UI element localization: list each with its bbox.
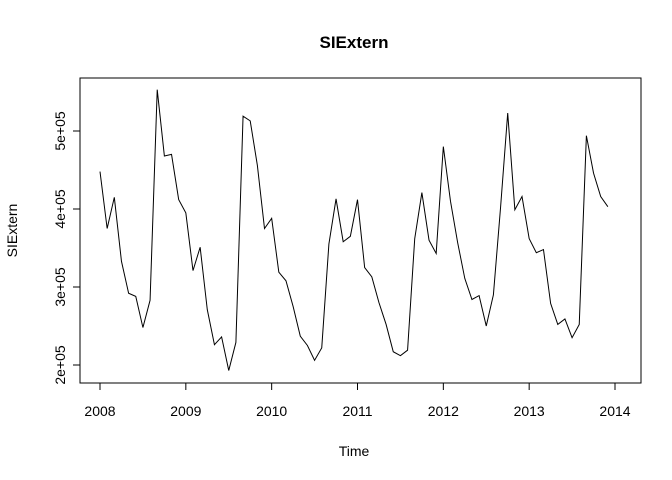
- chart-title: SIExtern: [320, 33, 389, 52]
- series-line: [99, 89, 609, 371]
- x-tick-label: 2010: [256, 403, 287, 419]
- x-axis: 2008 2009 2010 2011 2012 2013 2014: [84, 382, 631, 419]
- x-tick-label: 2014: [599, 403, 630, 419]
- y-tick-label: 2e+05: [52, 345, 68, 385]
- y-tick-label: 5e+05: [52, 111, 68, 151]
- x-tick-label: 2011: [342, 403, 372, 419]
- x-tick-label: 2012: [428, 403, 459, 419]
- y-tick-label: 3e+05: [52, 267, 68, 307]
- y-axis-label: SIExtern: [4, 204, 20, 258]
- x-axis-label: Time: [339, 443, 370, 459]
- x-tick-label: 2008: [84, 403, 115, 419]
- x-tick-label: 2009: [170, 403, 201, 419]
- y-tick-label: 4e+05: [52, 189, 68, 229]
- y-axis: 2e+05 3e+05 4e+05 5e+05: [52, 111, 81, 385]
- x-tick-label: 2013: [514, 403, 545, 419]
